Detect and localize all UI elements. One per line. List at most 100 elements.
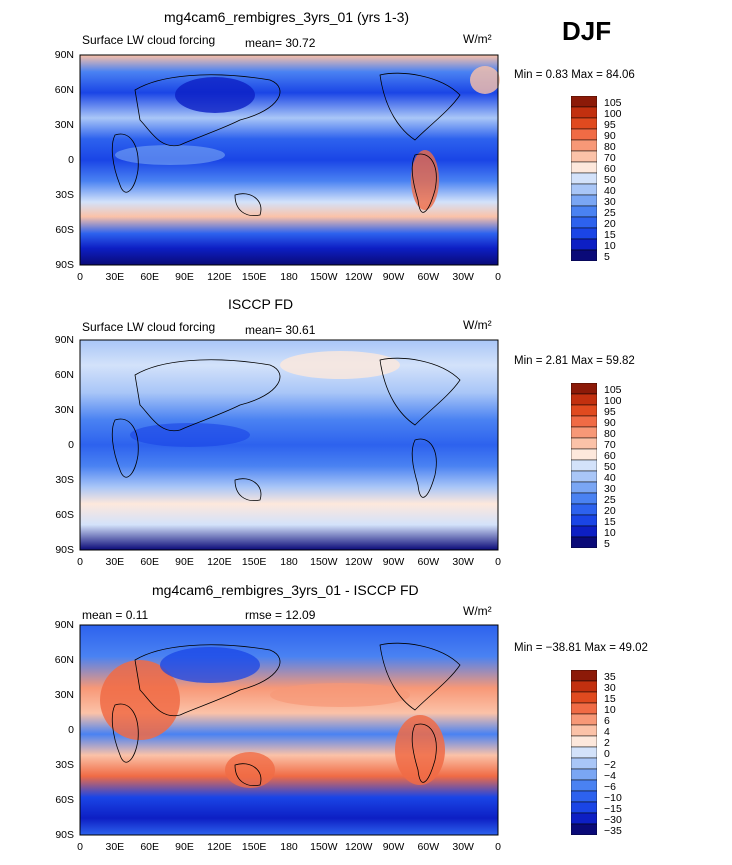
lon-tick-label: 0 xyxy=(495,841,501,853)
lon-tick-label: 60W xyxy=(417,271,440,283)
lon-tick-label: 30E xyxy=(105,556,125,568)
colorbar-tick-label: 10 xyxy=(604,704,616,716)
lat-tick-label: 30S xyxy=(55,189,74,201)
panel-3-colorbar xyxy=(570,669,598,836)
colorbar-swatch xyxy=(570,205,598,218)
colorbar-swatch xyxy=(570,768,598,781)
panel-3-map xyxy=(79,624,499,836)
colorbar-swatch xyxy=(570,194,598,207)
panel-2-field xyxy=(80,340,498,550)
lon-tick-label: 90E xyxy=(175,841,194,853)
colorbar-tick-label: 80 xyxy=(604,428,616,440)
colorbar-tick-label: 20 xyxy=(604,218,616,230)
colorbar-swatch xyxy=(570,128,598,141)
lat-tick-label: 30S xyxy=(55,474,74,486)
lon-tick-label: 30E xyxy=(105,271,125,283)
colorbar-tick-label: 20 xyxy=(604,505,616,517)
panel-3-minmax: Min = −38.81 Max = 49.02 xyxy=(514,642,648,654)
colorbar-tick-label: −35 xyxy=(604,825,622,837)
colorbar-swatch xyxy=(570,724,598,737)
colorbar-tick-label: 15 xyxy=(604,516,616,528)
colorbar-tick-label: 60 xyxy=(604,163,616,175)
lon-tick-label: 120W xyxy=(344,841,373,853)
colorbar-tick-label: −10 xyxy=(604,792,622,804)
colorbar-tick-label: 100 xyxy=(604,395,622,407)
lon-tick-label: 0 xyxy=(77,271,83,283)
panel-2-units: W/m² xyxy=(463,318,492,332)
colorbar-tick-label: 0 xyxy=(604,748,610,760)
colorbar-tick-label: 80 xyxy=(604,141,616,153)
lat-tick-label: 90S xyxy=(55,544,74,556)
lat-tick-label: 60S xyxy=(55,224,74,236)
colorbar-tick-label: −4 xyxy=(604,770,616,782)
colorbar-swatch xyxy=(570,459,598,472)
colorbar-tick-label: 70 xyxy=(604,152,616,164)
lon-tick-label: 120E xyxy=(207,841,232,853)
colorbar-tick-label: 90 xyxy=(604,130,616,142)
colorbar-tick-label: 10 xyxy=(604,240,616,252)
lon-tick-label: 90W xyxy=(382,841,405,853)
season-label: DJF xyxy=(562,16,612,46)
colorbar-tick-label: −6 xyxy=(604,781,616,793)
colorbar-swatch xyxy=(570,249,598,262)
lon-tick-label: 0 xyxy=(77,556,83,568)
colorbar-tick-label: −2 xyxy=(604,759,616,771)
colorbar-swatch xyxy=(570,481,598,494)
lon-tick-label: 30W xyxy=(452,271,474,283)
panel-1-title: mg4cam6_rembigres_3yrs_01 (yrs 1-3) xyxy=(164,9,410,25)
colorbar-swatch xyxy=(570,812,598,825)
colorbar-swatch xyxy=(570,823,598,836)
colorbar-tick-label: 5 xyxy=(604,251,610,263)
lon-tick-label: 120E xyxy=(207,271,232,283)
colorbar-tick-label: 35 xyxy=(604,671,616,683)
colorbar-tick-label: 95 xyxy=(604,406,616,418)
lon-tick-label: 90W xyxy=(382,271,405,283)
panel-2-field-label: Surface LW cloud forcing xyxy=(82,320,216,334)
lat-tick-label: 60S xyxy=(55,794,74,806)
lon-tick-label: 60W xyxy=(417,556,440,568)
lat-tick-label: 60N xyxy=(54,84,74,96)
colorbar-swatch xyxy=(570,735,598,748)
colorbar-swatch xyxy=(570,139,598,152)
colorbar-swatch xyxy=(570,415,598,428)
colorbar-tick-label: 6 xyxy=(604,715,610,727)
lon-tick-label: 0 xyxy=(77,841,83,853)
colorbar-swatch xyxy=(570,106,598,119)
colorbar-tick-label: 40 xyxy=(604,472,616,484)
lon-tick-label: 180 xyxy=(280,556,298,568)
colorbar-tick-label: 90 xyxy=(604,417,616,429)
panel-2-title: ISCCP FD xyxy=(228,296,294,312)
panel-2-map xyxy=(79,339,499,551)
panel-1-minmax: Min = 0.83 Max = 84.06 xyxy=(514,69,635,81)
panel-3-title: mg4cam6_rembigres_3yrs_01 - ISCCP FD xyxy=(152,582,419,598)
panel-1-map xyxy=(79,54,500,266)
lon-tick-label: 60W xyxy=(417,841,440,853)
colorbar-tick-label: 4 xyxy=(604,726,610,738)
lat-tick-label: 90N xyxy=(54,619,74,631)
panel-3-units: W/m² xyxy=(463,604,492,618)
colorbar-tick-label: 40 xyxy=(604,185,616,197)
colorbar-swatch xyxy=(570,470,598,483)
colorbar-tick-label: 105 xyxy=(604,384,622,396)
lat-tick-label: 0 xyxy=(68,724,74,736)
lon-tick-label: 30E xyxy=(105,841,125,853)
colorbar-swatch xyxy=(570,117,598,130)
colorbar-tick-label: 95 xyxy=(604,119,616,131)
colorbar-tick-label: 60 xyxy=(604,450,616,462)
lat-tick-label: 90S xyxy=(55,259,74,271)
colorbar-swatch xyxy=(570,801,598,814)
colorbar-tick-label: 15 xyxy=(604,229,616,241)
colorbar-swatch xyxy=(570,150,598,163)
colorbar-swatch xyxy=(570,393,598,406)
colorbar-swatch xyxy=(570,382,598,395)
lon-tick-label: 120W xyxy=(344,271,373,283)
lat-tick-label: 60N xyxy=(54,654,74,666)
colorbar-swatch xyxy=(570,669,598,682)
lon-tick-label: 0 xyxy=(495,556,501,568)
colorbar-tick-label: 50 xyxy=(604,461,616,473)
lat-tick-label: 0 xyxy=(68,439,74,451)
colorbar-swatch xyxy=(570,404,598,417)
colorbar-swatch xyxy=(570,702,598,715)
lon-tick-label: 60E xyxy=(140,271,159,283)
colorbar-swatch xyxy=(570,238,598,251)
